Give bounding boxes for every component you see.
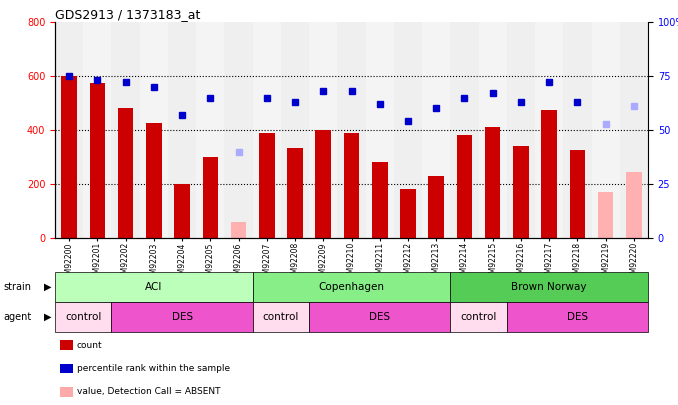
- Bar: [394, 22, 422, 238]
- Bar: [372, 162, 388, 238]
- Bar: [422, 22, 450, 238]
- Bar: [253, 302, 309, 332]
- Bar: [563, 22, 591, 238]
- Text: ▶: ▶: [44, 282, 52, 292]
- Text: ACI: ACI: [145, 282, 163, 292]
- Bar: [253, 272, 450, 302]
- Bar: [457, 135, 472, 238]
- Bar: [146, 123, 161, 238]
- Bar: [253, 22, 281, 238]
- Bar: [140, 22, 168, 238]
- Bar: [428, 176, 444, 238]
- Text: control: control: [460, 312, 497, 322]
- Bar: [55, 272, 253, 302]
- Bar: [626, 172, 641, 238]
- Bar: [196, 22, 224, 238]
- Bar: [259, 133, 275, 238]
- Bar: [224, 22, 253, 238]
- Bar: [231, 222, 246, 238]
- Bar: [513, 146, 529, 238]
- Text: ▶: ▶: [44, 312, 52, 322]
- Bar: [570, 150, 585, 238]
- Bar: [338, 22, 365, 238]
- Bar: [111, 302, 253, 332]
- Bar: [485, 127, 500, 238]
- Bar: [507, 22, 535, 238]
- Text: GDS2913 / 1373183_at: GDS2913 / 1373183_at: [55, 8, 201, 21]
- Bar: [89, 83, 105, 238]
- Bar: [542, 110, 557, 238]
- Bar: [620, 22, 648, 238]
- Bar: [55, 22, 83, 238]
- Bar: [535, 22, 563, 238]
- Text: agent: agent: [3, 312, 32, 322]
- Text: count: count: [77, 341, 102, 350]
- Bar: [309, 302, 450, 332]
- Bar: [507, 302, 648, 332]
- Bar: [344, 133, 359, 238]
- Bar: [479, 22, 507, 238]
- Bar: [365, 22, 394, 238]
- Bar: [287, 147, 303, 238]
- Text: control: control: [262, 312, 299, 322]
- Bar: [55, 302, 111, 332]
- Bar: [591, 22, 620, 238]
- Bar: [83, 22, 111, 238]
- Bar: [168, 22, 196, 238]
- Bar: [174, 184, 190, 238]
- Bar: [203, 157, 218, 238]
- Bar: [450, 22, 479, 238]
- Bar: [450, 272, 648, 302]
- Bar: [111, 22, 140, 238]
- Bar: [598, 192, 614, 238]
- Text: DES: DES: [172, 312, 193, 322]
- Text: DES: DES: [370, 312, 391, 322]
- Bar: [309, 22, 338, 238]
- Bar: [118, 109, 134, 238]
- Text: strain: strain: [3, 282, 31, 292]
- Text: DES: DES: [567, 312, 588, 322]
- Text: control: control: [65, 312, 102, 322]
- Bar: [315, 130, 331, 238]
- Text: Brown Norway: Brown Norway: [511, 282, 587, 292]
- Bar: [61, 76, 77, 238]
- Text: value, Detection Call = ABSENT: value, Detection Call = ABSENT: [77, 388, 220, 396]
- Bar: [281, 22, 309, 238]
- Text: percentile rank within the sample: percentile rank within the sample: [77, 364, 230, 373]
- Bar: [450, 302, 507, 332]
- Text: Copenhagen: Copenhagen: [319, 282, 384, 292]
- Bar: [400, 190, 416, 238]
